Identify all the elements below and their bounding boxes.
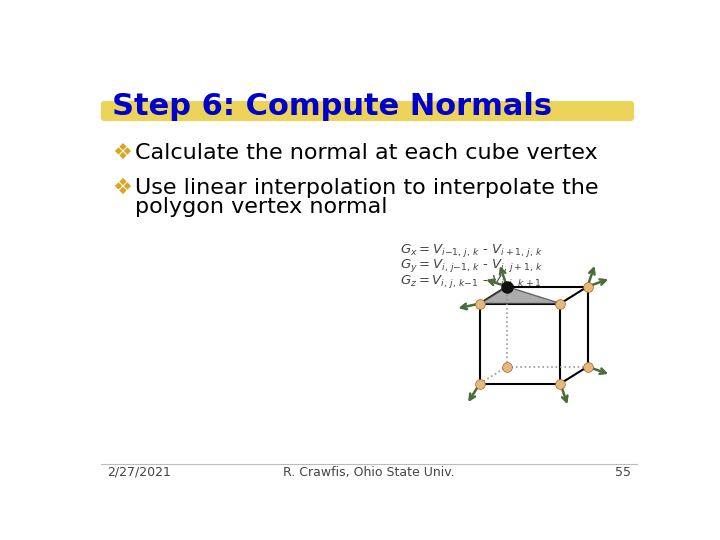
Text: R. Crawfis, Ohio State Univ.: R. Crawfis, Ohio State Univ. (283, 466, 455, 479)
Text: ❖: ❖ (112, 178, 132, 198)
Text: Calculate the normal at each cube vertex: Calculate the normal at each cube vertex (135, 143, 598, 163)
Text: polygon vertex normal: polygon vertex normal (135, 197, 387, 217)
Text: Use linear interpolation to interpolate the: Use linear interpolation to interpolate … (135, 178, 598, 198)
Text: $G_x = V_{i\mathsf{-}1,\,j,\,k}$ - $V_{i+1,\,j,\,k}$: $G_x = V_{i\mathsf{-}1,\,j,\,k}$ - $V_{i… (400, 242, 544, 259)
Text: ❖: ❖ (112, 143, 132, 163)
FancyBboxPatch shape (101, 101, 634, 121)
Text: $G_z = V_{i,\,j,\,k\mathsf{-}1}$ - $V_{i,\,j,\,k+1}$: $G_z = V_{i,\,j,\,k\mathsf{-}1}$ - $V_{i… (400, 273, 541, 289)
Text: 2/27/2021: 2/27/2021 (107, 466, 171, 479)
Text: Step 6: Compute Normals: Step 6: Compute Normals (112, 92, 552, 121)
Text: 55: 55 (615, 466, 631, 479)
Text: $G_y = V_{i,\,j\mathsf{-}1,\,k}$ - $V_{i,\,j+1,\,k}$: $G_y = V_{i,\,j\mathsf{-}1,\,k}$ - $V_{i… (400, 257, 544, 274)
Polygon shape (480, 287, 560, 303)
